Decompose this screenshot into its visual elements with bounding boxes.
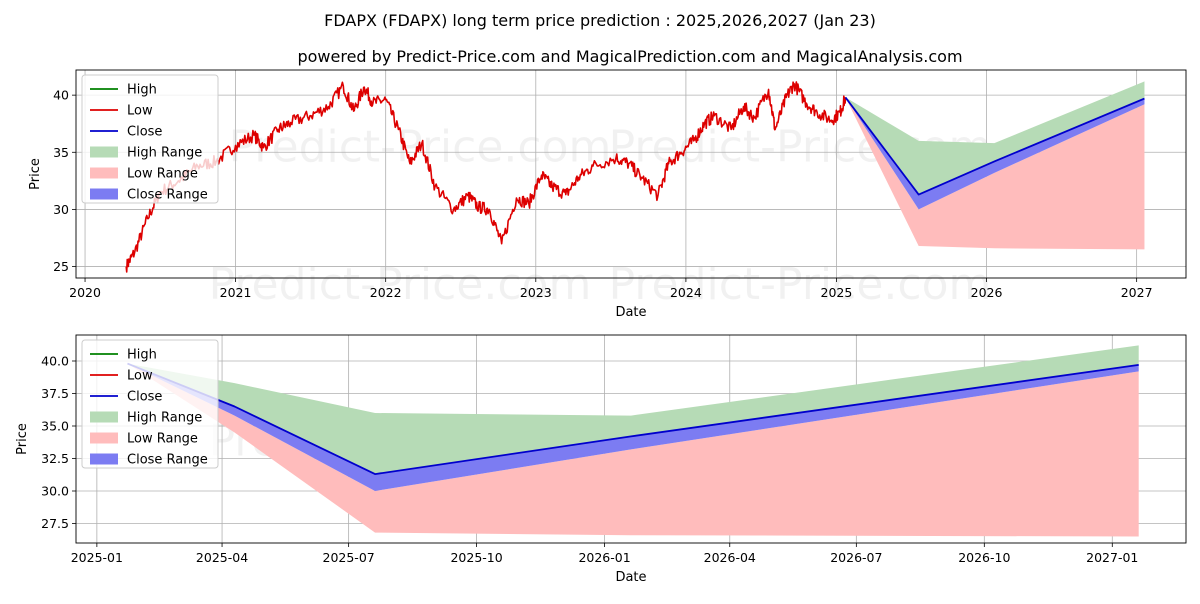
plot-area <box>125 81 1145 273</box>
close-forecast-line <box>844 96 1145 196</box>
x-axis-label: Date <box>615 570 646 585</box>
legend-label-high-range: High Range <box>127 411 202 426</box>
legend-label-high: High <box>127 348 157 363</box>
y-tick-label: 30.0 <box>41 484 69 499</box>
legend-label-close: Close <box>127 125 162 140</box>
x-tick-label: 2026 <box>971 285 1003 300</box>
chart-subtitle: powered by Predict-Price.com and Magical… <box>297 47 962 66</box>
x-tick-label: 2025-04 <box>196 550 248 565</box>
legend-label-close-range: Close Range <box>127 453 208 468</box>
legend-label-close: Close <box>127 390 162 405</box>
legend: High Low Close High Range Low Range Close Ran… <box>81 74 219 204</box>
y-tick-label: 37.5 <box>41 386 69 401</box>
x-tick-label: 2025-10 <box>450 550 502 565</box>
y-tick-label: 35.0 <box>41 419 69 434</box>
y-tick-label: 25 <box>53 259 69 274</box>
low-range-band <box>127 363 1139 537</box>
y-tick-label: 32.5 <box>41 451 69 466</box>
x-tick-label: 2021 <box>220 285 252 300</box>
legend-label-low-range: Low Range <box>127 167 198 182</box>
legend-swatch-low-range <box>90 432 118 444</box>
legend-swatch-low-range <box>90 167 118 179</box>
chart-title: FDAPX (FDAPX) long term price prediction… <box>324 11 876 30</box>
legend-swatch-close-range <box>90 188 118 200</box>
axes-frame <box>75 69 1187 279</box>
x-tick-label: 2026-04 <box>704 550 756 565</box>
legend-swatch-high-range <box>90 146 118 158</box>
y-tick-label: 30 <box>53 202 69 217</box>
y-axis-label: Price <box>28 158 43 190</box>
x-tick-label: 2020 <box>69 285 101 300</box>
legend-label-low-range: Low Range <box>127 432 198 447</box>
x-tick-label: 2025 <box>821 285 853 300</box>
x-tick-label: 2023 <box>520 285 552 300</box>
x-tick-label: 2025-07 <box>323 550 375 565</box>
legend-swatch-close-range <box>90 453 118 465</box>
watermark-text: Predict-Price.com <box>209 259 592 310</box>
legend-label-high: High <box>127 83 157 98</box>
legend-swatch-high-range <box>90 411 118 423</box>
y-tick-label: 40.0 <box>41 354 69 369</box>
x-axis-label: Date <box>615 305 646 320</box>
legend-label-close-range: Close Range <box>127 188 208 203</box>
plot-area <box>127 345 1139 537</box>
x-tick-label: 2026-07 <box>830 550 882 565</box>
x-tick-label: 2024 <box>670 285 702 300</box>
x-tick-label: 2026-10 <box>958 550 1010 565</box>
y-tick-label: 35 <box>53 145 69 160</box>
high-range-band <box>845 81 1145 195</box>
x-tick-label: 2027-01 <box>1086 550 1138 565</box>
x-tick-label: 2026-01 <box>578 550 630 565</box>
legend-label-high-range: High Range <box>127 146 202 161</box>
x-tick-label: 2027 <box>1121 285 1153 300</box>
low-range-band <box>845 97 1145 250</box>
y-axis-label: Price <box>15 423 30 455</box>
legend-label-low: Low <box>127 104 153 119</box>
x-tick-label: 2022 <box>370 285 402 300</box>
y-tick-label: 40 <box>53 88 69 103</box>
y-tick-label: 27.5 <box>41 516 69 531</box>
legend-label-low: Low <box>127 369 153 384</box>
watermark-text: Predict-Price.com <box>609 259 992 310</box>
x-tick-label: 2025-01 <box>71 550 123 565</box>
high-range-band <box>127 345 1139 475</box>
low-price-history-line <box>125 81 847 273</box>
axes-frame <box>75 334 1187 544</box>
legend: High Low Close High Range Low Range Close Ran… <box>81 339 219 469</box>
